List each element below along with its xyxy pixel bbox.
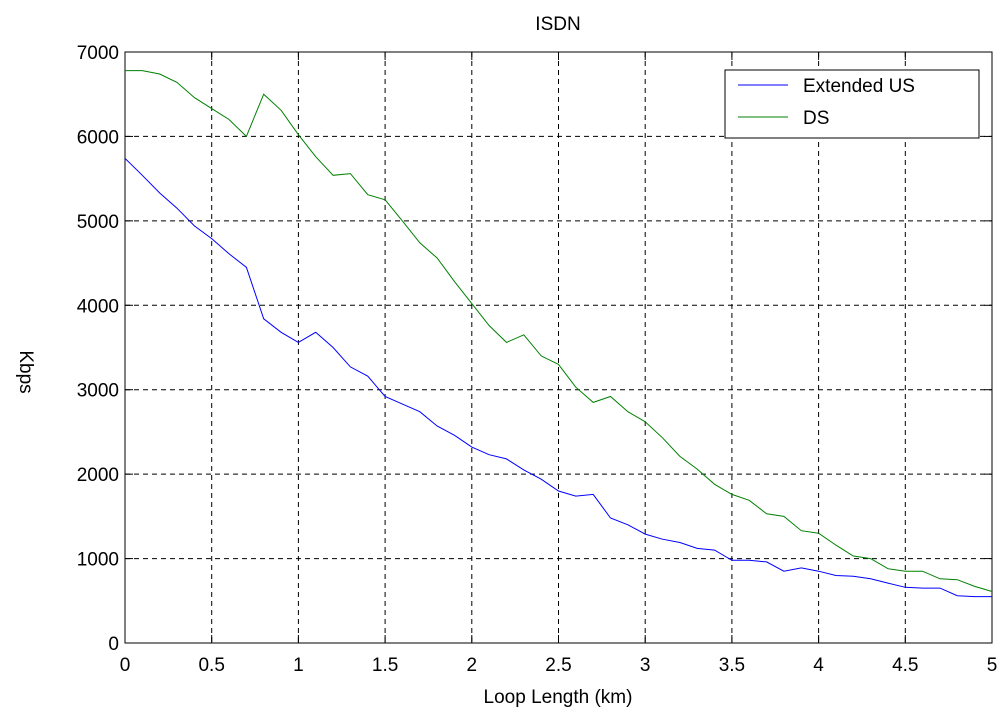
x-axis-label: Loop Length (km) — [484, 687, 633, 708]
legend-label-extended-us: Extended US — [803, 76, 915, 97]
x-tick-label: 4 — [813, 655, 824, 676]
x-tick-label: 3.5 — [719, 655, 745, 676]
legend-box — [724, 69, 980, 139]
y-tick-labels: 0 1000 2000 3000 4000 5000 6000 7000 — [77, 43, 119, 655]
series-lines — [124, 70, 993, 598]
x-tick-labels: 0 0.5 1 1.5 2 2.5 3 3.5 4 4.5 5 — [120, 655, 998, 676]
y-tick-label: 1000 — [77, 550, 119, 571]
legend: Extended US DS — [724, 69, 980, 139]
x-tick-label: 3 — [640, 655, 651, 676]
legend-label-ds: DS — [803, 108, 829, 129]
y-tick-label: 7000 — [77, 43, 119, 64]
series-line-extended-us — [124, 158, 992, 598]
axis-ticks — [124, 51, 993, 644]
chart-title: ISDN — [535, 14, 580, 35]
x-tick-label: 1 — [293, 655, 304, 676]
x-tick-label: 4.5 — [892, 655, 918, 676]
series-line-ds — [125, 70, 993, 592]
y-axis-label: Kbps — [15, 350, 36, 393]
x-tick-label: 5 — [987, 655, 998, 676]
x-tick-label: 2.5 — [545, 655, 571, 676]
x-tick-label: 1.5 — [372, 655, 398, 676]
x-tick-label: 2 — [467, 655, 478, 676]
x-tick-label: 0.5 — [198, 655, 224, 676]
y-tick-label: 0 — [108, 634, 119, 655]
y-tick-label: 3000 — [77, 381, 119, 402]
y-tick-label: 5000 — [77, 212, 119, 233]
y-tick-label: 4000 — [77, 296, 119, 317]
x-tick-label: 0 — [120, 655, 131, 676]
y-tick-label: 2000 — [77, 465, 119, 486]
y-tick-label: 6000 — [77, 127, 119, 148]
